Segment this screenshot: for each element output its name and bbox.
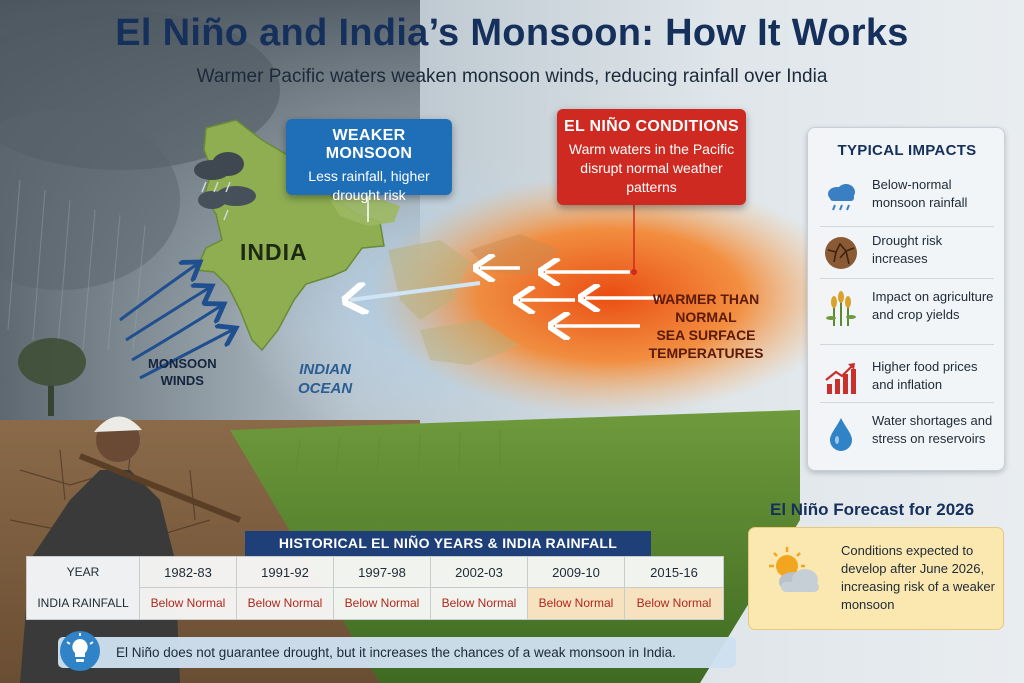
- impact-text-rainfall: Below-normal monsoon rainfall: [872, 177, 968, 210]
- forecast-title: El Niño Forecast for 2026: [770, 500, 975, 519]
- impact-item-rainfall: Below-normal monsoon rainfall: [816, 172, 998, 224]
- warmer-line-3: SEA SURFACE: [656, 327, 756, 343]
- warmer-sst-label: WARMER THAN NORMAL SEA SURFACE TEMPERATU…: [636, 290, 776, 362]
- warmer-line-1: WARMER THAN: [652, 291, 760, 307]
- table-cell-year: 1997-98: [333, 557, 430, 588]
- table-cell-rainfall: Below Normal: [527, 588, 624, 619]
- el-nino-title: EL NIÑO CONDITIONS: [564, 118, 739, 135]
- history-title: HISTORICAL EL NIÑO YEARS & INDIA RAINFAL…: [245, 531, 651, 556]
- page-subtitle: Warmer Pacific waters weaken monsoon win…: [196, 66, 828, 87]
- typical-impacts-panel: TYPICAL IMPACTS Below-normal monsoon rai…: [807, 127, 1005, 471]
- impact-text-water: Water shortages and stress on reservoirs: [872, 413, 993, 446]
- tree: [18, 338, 86, 416]
- table-cell-rainfall: Below Normal: [430, 588, 527, 619]
- water-drop-icon: [830, 418, 852, 451]
- weaker-monsoon-title: WEAKER MONSOON: [325, 127, 413, 162]
- table-cell-year: 2009-10: [527, 557, 624, 588]
- footer-tip: El Niño does not guarantee drought, but …: [58, 637, 736, 668]
- table-cell-year: 1982-83: [139, 557, 236, 588]
- forecast-text: Conditions expected to develop after Jun…: [841, 543, 995, 612]
- monsoon-wind-arrows: [119, 262, 236, 380]
- page-title: El Niño and India’s Monsoon: How It Work…: [115, 12, 909, 54]
- el-nino-body: Warm waters in the Pacific disrupt norma…: [568, 141, 735, 195]
- indian-ocean-label: INDIAN OCEAN: [298, 360, 352, 398]
- table-cell-year: 2002-03: [430, 557, 527, 588]
- monsoon-winds-line-2: WINDS: [160, 373, 204, 388]
- crop-icon: [826, 291, 856, 326]
- impact-item-agriculture: Impact on agriculture and crop yields: [816, 284, 998, 336]
- impact-divider: [820, 278, 994, 279]
- row-label-rainfall: INDIA RAINFALL: [27, 588, 139, 619]
- impact-item-water: Water shortages and stress on reservoirs: [816, 408, 998, 460]
- impact-divider: [820, 344, 994, 345]
- weaker-monsoon-callout: WEAKER MONSOON Less rainfall, higher dro…: [286, 119, 452, 203]
- row-label-year: YEAR: [27, 557, 139, 588]
- warmer-line-4: TEMPERATURES: [648, 345, 764, 361]
- impact-item-drought: Drought risk increases: [816, 228, 998, 280]
- cracked-earth-icon: [825, 237, 857, 269]
- table-cell-rainfall: Below Normal: [236, 588, 333, 619]
- impact-text-prices: Higher food prices and inflation: [872, 359, 978, 392]
- table-cell-rainfall: Below Normal: [624, 588, 723, 619]
- table-row-years: YEAR 1982-83 1991-92 1997-98 2002-03 200…: [27, 557, 723, 588]
- lightbulb-icon: [60, 631, 100, 671]
- rising-chart-icon: [825, 363, 856, 394]
- monsoon-winds-label: MONSOON WINDS: [148, 355, 217, 389]
- table-cell-year: 1991-92: [236, 557, 333, 588]
- table-cell-year: 2015-16: [624, 557, 723, 588]
- impacts-title: TYPICAL IMPACTS: [837, 142, 977, 159]
- storm-cloud-icon: [194, 152, 256, 221]
- india-label: INDIA: [240, 239, 308, 265]
- sun-cloud-icon: [769, 547, 819, 592]
- rain-cloud-icon: [828, 184, 855, 211]
- indian-ocean-line-2: OCEAN: [298, 380, 353, 397]
- monsoon-winds-line-1: MONSOON: [148, 356, 217, 371]
- weaker-monsoon-body: Less rainfall, higher drought risk: [308, 168, 430, 203]
- impact-divider: [820, 402, 994, 403]
- indian-ocean-line-1: INDIAN: [299, 361, 351, 378]
- table-cell-rainfall: Below Normal: [333, 588, 430, 619]
- table-cell-rainfall: Below Normal: [139, 588, 236, 619]
- pacific-warm-arrows: [350, 268, 660, 326]
- table-row-rainfall: INDIA RAINFALL Below Normal Below Normal…: [27, 588, 723, 619]
- warmer-line-2: NORMAL: [675, 309, 737, 325]
- impact-text-drought: Drought risk increases: [872, 233, 943, 266]
- impact-item-prices: Higher food prices and inflation: [816, 354, 998, 406]
- forecast-box: Conditions expected to develop after Jun…: [748, 527, 1004, 630]
- impact-divider: [820, 226, 994, 227]
- history-table: YEAR 1982-83 1991-92 1997-98 2002-03 200…: [26, 556, 724, 620]
- el-nino-callout: EL NIÑO CONDITIONS Warm waters in the Pa…: [557, 109, 746, 205]
- impact-text-agriculture: Impact on agriculture and crop yields: [872, 289, 994, 322]
